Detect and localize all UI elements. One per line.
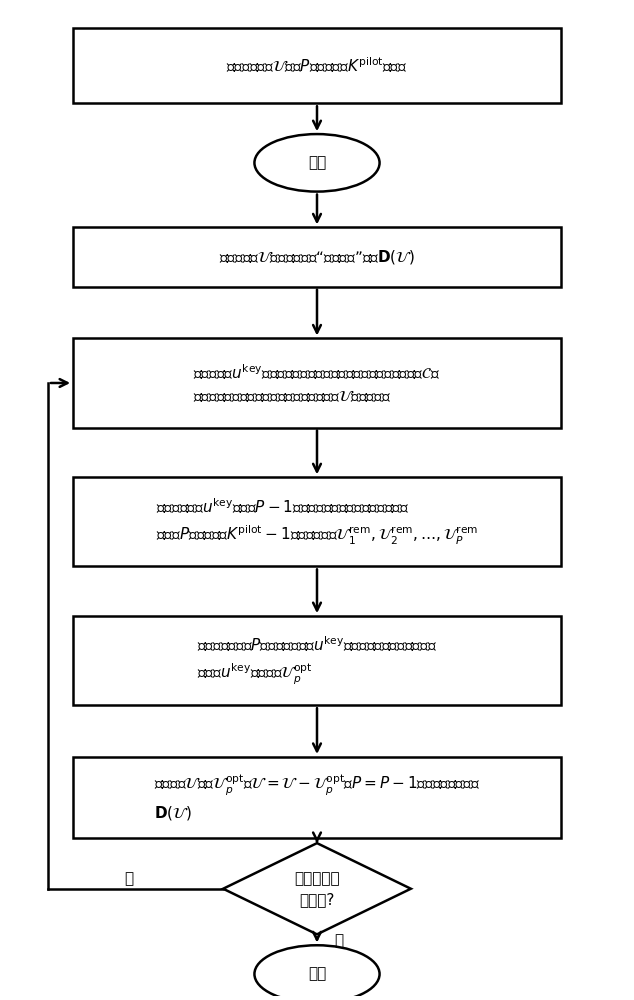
Text: 剔除关键用户$u^{\mathrm{key}}$邻近的$P-1$个用户，将剩余用户递归调用此算
法分为$P$个组，每组$K^{\mathrm{pilot}}-1: 剔除关键用户$u^{\mathrm{key}}$邻近的$P-1$个用户，将剩余用… — [156, 496, 478, 547]
Ellipse shape — [254, 134, 380, 192]
Text: 找关键用户$u^{\mathrm{key}}$：如果存在用户数不小于未分配导频数的用户簇$\mathcal{C}$，
选其中心用户；否则，选整个未分配用户集$\: 找关键用户$u^{\mathrm{key}}$：如果存在用户数不小于未分配导频数… — [193, 362, 441, 404]
FancyBboxPatch shape — [73, 757, 561, 838]
Text: 否: 否 — [125, 871, 134, 886]
Text: 结束: 结束 — [308, 967, 326, 982]
FancyBboxPatch shape — [73, 338, 561, 428]
Text: 从上一步得到的$P$组用户中选出与$u^{\mathrm{key}}$组合在一起估计误差最小的
一组和$u^{\mathrm{key}}$一起构成$\mathc: 从上一步得到的$P$组用户中选出与$u^{\mathrm{key}}$组合在一起… — [197, 634, 437, 687]
FancyBboxPatch shape — [73, 28, 561, 103]
Ellipse shape — [254, 945, 380, 1000]
Text: 目标：用户集$\mathcal{U}$分为$P$个组，每组$K^{\mathrm{pilot}}$个用户: 目标：用户集$\mathcal{U}$分为$P$个组，每组$K^{\mathrm… — [226, 56, 408, 75]
FancyBboxPatch shape — [73, 616, 561, 705]
FancyBboxPatch shape — [73, 477, 561, 566]
Text: 是: 是 — [334, 933, 344, 948]
Text: 获取用户集$\mathcal{U}$的距离矩阵或“干扰距离”矩阵$\mathbf{D}(\mathcal{U})$: 获取用户集$\mathcal{U}$的距离矩阵或“干扰距离”矩阵$\mathbf… — [219, 248, 415, 266]
FancyBboxPatch shape — [73, 227, 561, 287]
Polygon shape — [223, 843, 411, 934]
Text: 开始: 开始 — [308, 155, 326, 170]
Text: 所有用户分
配完成?: 所有用户分 配完成? — [294, 871, 340, 907]
Text: 从用户集$\mathcal{U}$除去$\mathcal{U}_p^{\mathrm{opt}}$：$\mathcal{U}=\mathcal{U}-\math: 从用户集$\mathcal{U}$除去$\mathcal{U}_p^{\math… — [154, 773, 480, 822]
